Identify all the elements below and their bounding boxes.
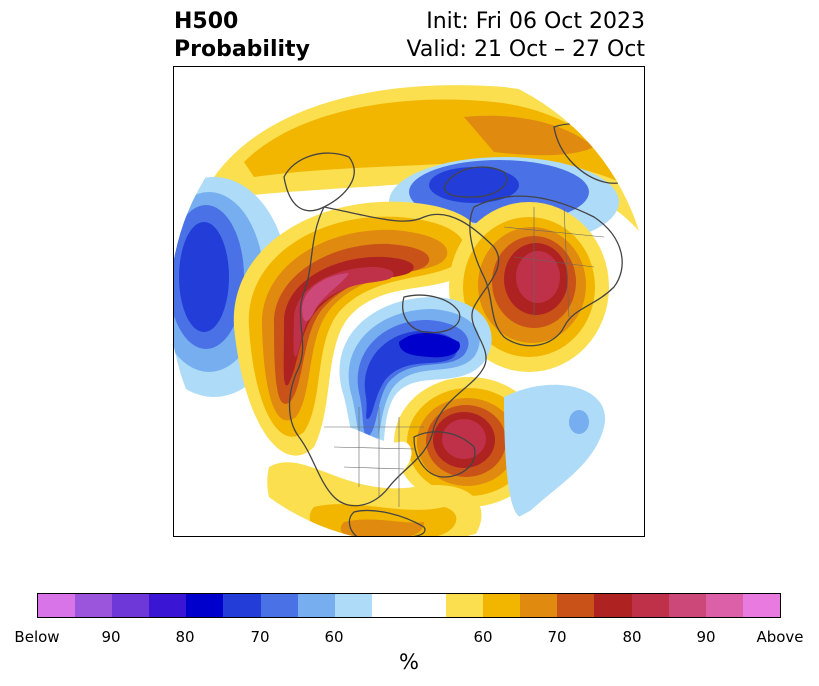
colorbar-segment <box>520 594 558 617</box>
colorbar-segment <box>334 594 372 617</box>
colorbar-segment <box>408 594 447 617</box>
trough-central-canada <box>339 297 492 473</box>
colorbar-segment <box>112 594 150 617</box>
colorbar-segment <box>297 594 335 617</box>
colorbar-segment <box>483 594 521 617</box>
colorbar-tick-label: 80 <box>622 628 642 646</box>
colorbar-segment <box>631 594 669 617</box>
probability-map <box>173 66 645 537</box>
colorbar-segment <box>557 594 595 617</box>
map-canvas <box>174 67 644 536</box>
trough-atlantic <box>504 384 606 518</box>
variable-label: H500 <box>174 9 239 34</box>
ridge-north-band <box>214 85 644 237</box>
colorbar-tick-label: 60 <box>473 628 493 646</box>
colorbar-tick-label: Above <box>756 628 804 646</box>
colorbar-segment <box>260 594 298 617</box>
init-date-label: Init: Fri 06 Oct 2023 <box>426 9 645 34</box>
colorbar-tick-label: 80 <box>175 628 195 646</box>
political-borders <box>324 206 605 507</box>
colorbar-segment <box>446 594 484 617</box>
colorbar-segment <box>742 594 780 617</box>
colorbar-tick-label: 90 <box>101 628 121 646</box>
chart-title-right: Init: Fri 06 Oct 2023 Valid: 21 Oct – 27… <box>407 8 645 64</box>
colorbar-unit-label: % <box>399 650 419 674</box>
colorbar-segment <box>371 594 409 617</box>
ridge-europe <box>449 202 609 372</box>
chart-title-left: H500 Probability <box>174 8 310 64</box>
colorbar-segment <box>186 594 224 617</box>
ridge-west-canada <box>233 201 483 456</box>
product-label: Probability <box>174 37 310 62</box>
colorbar-tick-label: 70 <box>250 628 270 646</box>
neutral-region-central-us <box>324 424 412 481</box>
colorbar-segment <box>668 594 706 617</box>
ridge-south-band <box>267 462 482 536</box>
colorbar-segment <box>705 594 743 617</box>
colorbar-tick-label: 60 <box>324 628 344 646</box>
colorbar-segment <box>75 594 113 617</box>
colorbar-segment <box>594 594 632 617</box>
valid-range-label: Valid: 21 Oct – 27 Oct <box>406 37 645 62</box>
colorbar-segment <box>38 594 76 617</box>
colorbar-segment <box>149 594 187 617</box>
colorbar <box>37 593 781 618</box>
colorbar-tick-label: Below <box>14 628 60 646</box>
colorbar-segment <box>223 594 261 617</box>
colorbar-tick-label: 90 <box>696 628 716 646</box>
colorbar-tick-label: 70 <box>547 628 567 646</box>
